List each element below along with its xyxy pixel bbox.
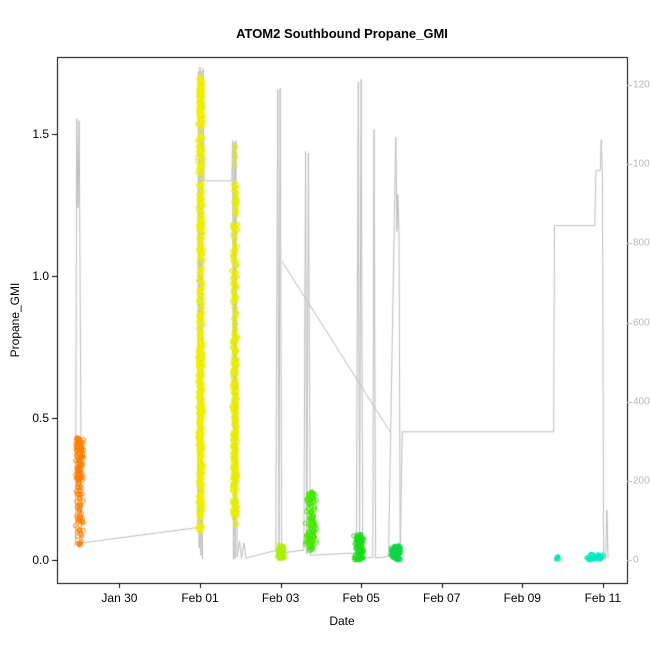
x-tick-label: Feb 11 (584, 591, 622, 605)
y-right-tick-label: 2000 (633, 475, 650, 487)
y-right-tick-label: 4000 (633, 396, 650, 408)
y-left-tick-label: 0.5 (32, 410, 49, 425)
x-axis-title: Date (329, 614, 355, 628)
x-tick-label: Feb 03 (261, 591, 300, 605)
y-left-tick-label: 0.0 (32, 552, 49, 567)
x-tick-label: Feb 05 (342, 591, 380, 605)
x-tick-label: Jan 30 (101, 591, 138, 605)
y-right-tick-label: 0 (633, 554, 639, 566)
y-left-tick-label: 1.0 (32, 268, 49, 283)
y-axis-title: Propane_GMI (8, 282, 22, 358)
y-left-tick-label: 1.5 (32, 126, 49, 141)
chart-title: ATOM2 Southbound Propane_GMI (236, 26, 448, 41)
y-right-tick-label: 6000 (633, 317, 650, 329)
x-tick-label: Feb 01 (181, 591, 219, 605)
y-right-tick-label: 8000 (633, 237, 650, 249)
x-tick-label: Feb 07 (423, 591, 461, 605)
x-tick-label: Feb 09 (503, 591, 541, 605)
y-right-tick-label: 10000 (633, 158, 650, 170)
y-right-tick-label: 12000 (633, 79, 650, 91)
